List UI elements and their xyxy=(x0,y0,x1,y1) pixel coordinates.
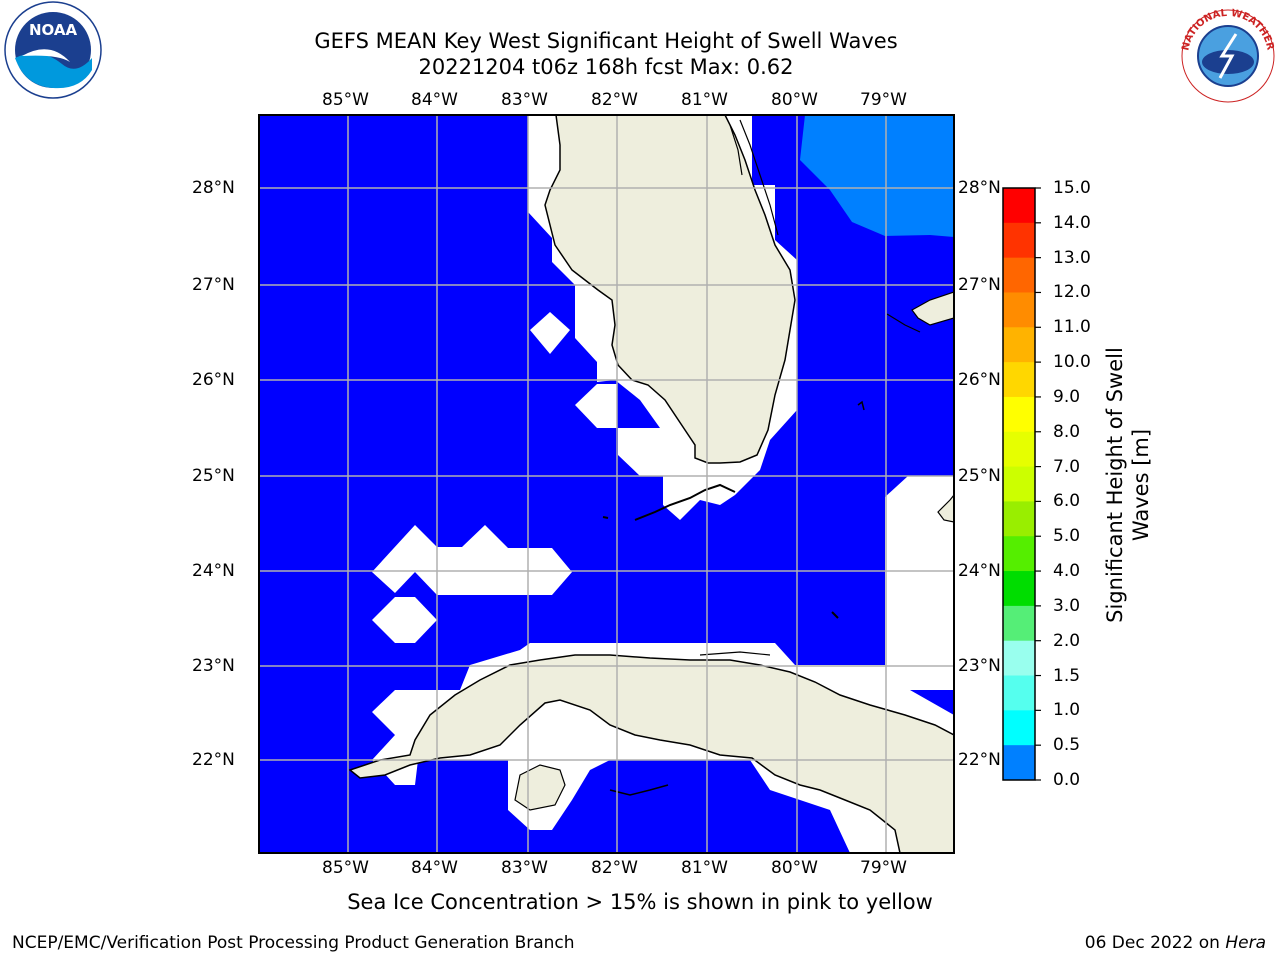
lon-tick-top: 81°W xyxy=(681,90,728,110)
lon-tick-top: 82°W xyxy=(591,90,638,110)
colorbar-label: 1.5 xyxy=(1053,665,1081,686)
colorbar-label: 6.0 xyxy=(1053,491,1081,512)
footer-date: 06 Dec 2022 on Hera xyxy=(1085,933,1266,953)
lon-tick-bottom: 85°W xyxy=(322,858,369,878)
colorbar-label: 2.0 xyxy=(1053,630,1081,651)
cuba-land xyxy=(348,654,954,853)
footer-date-text: 06 Dec 2022 on xyxy=(1084,933,1226,953)
colorbar-swatch xyxy=(1003,327,1035,363)
sea-ice-note: Sea Ice Concentration > 15% is shown in … xyxy=(0,890,1280,914)
colorbar-title: Significant Height of Swell Waves [m] xyxy=(1103,347,1153,623)
lat-tick-right: 28°N xyxy=(958,178,1001,198)
lat-tick-right: 25°N xyxy=(958,466,1001,486)
colorbar-label: 11.0 xyxy=(1053,317,1091,338)
colorbar-swatch xyxy=(1003,188,1035,224)
colorbar-swatch xyxy=(1003,396,1035,433)
florida-keys xyxy=(634,483,736,521)
colorbar-label: 0.0 xyxy=(1053,770,1081,790)
swell-field-0.5-1.0 xyxy=(800,115,954,237)
footer-branch: NCEP/EMC/Verification Post Processing Pr… xyxy=(12,933,575,953)
colorbar-label: 5.0 xyxy=(1053,526,1081,547)
lon-tick-bottom: 80°W xyxy=(771,858,818,878)
bahamas-andros xyxy=(937,494,954,523)
noaa-logo-text: NOAA xyxy=(29,21,78,39)
lat-tick-left: 22°N xyxy=(192,750,235,770)
colorbar-swatch xyxy=(1003,536,1035,572)
bahamas-north xyxy=(911,291,954,326)
lon-tick-top: 85°W xyxy=(322,90,369,110)
colorbar-label: 8.0 xyxy=(1053,421,1081,442)
lat-tick-left: 27°N xyxy=(192,275,235,295)
colorbar-label: 15.0 xyxy=(1053,178,1091,198)
lon-tick-top: 83°W xyxy=(501,90,548,110)
colorbar-swatch xyxy=(1003,710,1035,746)
noaa-logo-icon: NOAA xyxy=(4,1,102,99)
national-weather-service-logo-icon: NATIONAL WEATHER SERVICE xyxy=(1176,8,1276,103)
lat-tick-left: 24°N xyxy=(192,561,235,581)
lat-tick-left: 26°N xyxy=(192,370,235,390)
footer-host: Hera xyxy=(1225,933,1266,953)
colorbar-swatch xyxy=(1003,640,1035,677)
colorbar-label: 10.0 xyxy=(1053,352,1091,373)
lon-tick-top: 84°W xyxy=(411,90,458,110)
lat-tick-right: 22°N xyxy=(958,750,1001,770)
colorbar-swatch xyxy=(1003,222,1035,259)
lon-tick-bottom: 79°W xyxy=(860,858,907,878)
colorbar-swatch xyxy=(1003,571,1035,607)
lat-tick-right: 24°N xyxy=(958,561,1001,581)
colorbar-swatch xyxy=(1003,466,1035,502)
lat-tick-right: 23°N xyxy=(958,656,1001,676)
lon-tick-bottom: 83°W xyxy=(501,858,548,878)
colorbar-label: 7.0 xyxy=(1053,456,1081,477)
sea-ice-note-text: Sea Ice Concentration > 15% is shown in … xyxy=(347,890,933,914)
colorbar-swatch xyxy=(1003,745,1035,781)
lon-tick-top: 79°W xyxy=(860,90,907,110)
colorbar-label: 9.0 xyxy=(1053,386,1081,407)
colorbar-label: 3.0 xyxy=(1053,595,1081,616)
colorbar-label: 0.5 xyxy=(1053,735,1081,756)
chart-subtitle: 20221204 t06z 168h fcst Max: 0.62 xyxy=(418,55,794,79)
colorbar-swatch xyxy=(1003,257,1035,293)
lat-tick-right: 26°N xyxy=(958,370,1001,390)
lon-tick-bottom: 82°W xyxy=(591,858,638,878)
lat-tick-right: 27°N xyxy=(958,275,1001,295)
colorbar-frame xyxy=(1002,187,1036,781)
colorbar xyxy=(1002,187,1041,781)
florida-land xyxy=(544,115,796,464)
colorbar-swatch xyxy=(1003,362,1035,398)
colorbar-label: 13.0 xyxy=(1053,247,1091,268)
lon-tick-bottom: 81°W xyxy=(681,858,728,878)
colorbar-label: 4.0 xyxy=(1053,561,1081,582)
lon-tick-bottom: 84°W xyxy=(411,858,458,878)
chart-title: GEFS MEAN Key West Significant Height of… xyxy=(314,29,898,53)
colorbar-label: 12.0 xyxy=(1053,282,1091,303)
colorbar-swatch xyxy=(1003,431,1035,468)
lat-tick-left: 23°N xyxy=(192,656,235,676)
colorbar-label: 14.0 xyxy=(1053,212,1091,233)
lon-tick-top: 80°W xyxy=(771,90,818,110)
colorbar-swatch xyxy=(1003,675,1035,711)
colorbar-swatch xyxy=(1003,292,1035,328)
map-frame xyxy=(258,114,955,854)
colorbar-label: 1.0 xyxy=(1053,700,1081,721)
lat-tick-left: 28°N xyxy=(192,178,235,198)
colorbar-swatch xyxy=(1003,501,1035,537)
graticule xyxy=(259,115,954,853)
lat-tick-left: 25°N xyxy=(192,466,235,486)
colorbar-swatch xyxy=(1003,605,1035,642)
